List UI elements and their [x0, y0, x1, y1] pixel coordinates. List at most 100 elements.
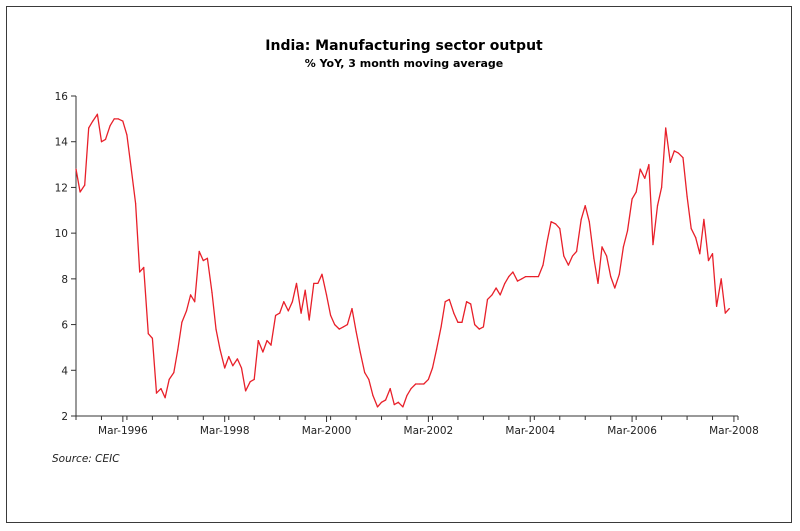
data-point	[652, 243, 654, 246]
y-tick-label: 10	[55, 228, 68, 240]
data-point	[355, 330, 357, 333]
data-point	[512, 271, 514, 273]
data-point	[202, 259, 204, 262]
data-point	[563, 255, 565, 257]
y-axis: 2 4 6 8 10 12 14 16	[55, 91, 77, 423]
data-point	[117, 118, 119, 120]
data-point	[529, 275, 531, 278]
data-point	[372, 394, 374, 397]
data-point	[300, 312, 302, 314]
data-point	[626, 230, 629, 232]
data-point	[219, 349, 221, 351]
data-point	[423, 383, 425, 385]
data-point	[334, 323, 336, 326]
data-point	[665, 127, 667, 129]
data-point	[567, 264, 570, 266]
data-point	[457, 321, 459, 323]
data-point	[270, 344, 272, 346]
data-point	[317, 282, 319, 285]
data-point	[147, 333, 149, 335]
data-point	[189, 294, 192, 296]
data-point	[686, 195, 688, 198]
data-point	[453, 312, 455, 314]
source-note: Source: CEIC	[52, 453, 120, 465]
data-point	[491, 294, 493, 296]
data-point	[104, 138, 107, 141]
data-point	[584, 205, 586, 207]
y-tick-label: 14	[55, 137, 69, 149]
data-point	[232, 365, 234, 367]
data-point	[244, 390, 247, 392]
data-point	[431, 367, 434, 369]
data-point	[224, 367, 226, 369]
data-point	[321, 273, 323, 275]
x-tick-label: Mar-2000	[302, 425, 352, 437]
data-point	[338, 328, 340, 330]
data-point	[495, 287, 497, 289]
data-point	[695, 237, 697, 239]
data-point	[406, 394, 408, 397]
data-point	[368, 378, 370, 381]
y-tick-label: 4	[61, 365, 68, 377]
data-point	[610, 275, 612, 278]
data-point	[711, 253, 714, 255]
data-point	[393, 403, 395, 406]
data-point	[673, 150, 675, 152]
data-point	[597, 282, 599, 285]
y-tick-label: 2	[61, 411, 68, 423]
data-point	[661, 186, 663, 189]
data-point	[474, 323, 476, 326]
data-point	[410, 387, 412, 390]
data-point	[690, 227, 692, 230]
data-point	[134, 202, 137, 205]
data-point	[427, 378, 429, 381]
data-point	[461, 321, 463, 323]
data-point	[330, 314, 332, 317]
data-point	[139, 271, 141, 273]
data-point	[122, 120, 124, 122]
data-point	[499, 294, 501, 296]
data-point	[635, 191, 637, 193]
data-point	[448, 298, 450, 301]
data-point	[279, 312, 281, 314]
data-point	[143, 266, 145, 269]
x-tick-label: Mar-1996	[98, 425, 148, 437]
series-line	[75, 113, 730, 408]
data-point	[283, 301, 285, 303]
data-point	[168, 378, 170, 381]
data-point	[415, 383, 417, 385]
data-point	[308, 319, 310, 321]
data-point	[206, 257, 208, 259]
data-point	[325, 294, 328, 296]
data-point	[109, 125, 111, 127]
data-point	[724, 312, 726, 314]
data-point	[486, 298, 489, 301]
data-point	[465, 301, 468, 303]
data-point	[559, 227, 561, 230]
data-point	[580, 218, 582, 221]
data-point	[160, 387, 162, 390]
data-point	[173, 371, 175, 374]
data-point	[656, 205, 659, 207]
data-point	[253, 378, 255, 381]
x-axis: Mar-1996 Mar-1998 Mar-2000 Mar-2002 Mar-2004…	[75, 415, 759, 437]
data-point	[100, 141, 103, 143]
data-point	[130, 166, 132, 168]
data-point	[75, 168, 77, 170]
data-point	[419, 383, 421, 385]
data-point	[346, 323, 349, 326]
series-layer	[75, 113, 730, 408]
data-point	[92, 120, 94, 122]
data-point	[240, 367, 243, 369]
data-point	[266, 339, 268, 342]
data-point	[304, 289, 306, 291]
y-tick-label: 8	[61, 274, 68, 286]
data-point	[533, 275, 535, 278]
data-point	[84, 184, 86, 186]
data-point	[550, 221, 552, 223]
data-point	[155, 392, 158, 394]
data-point	[376, 406, 379, 408]
data-point	[287, 310, 289, 312]
data-point	[555, 223, 557, 225]
data-point	[720, 278, 722, 280]
